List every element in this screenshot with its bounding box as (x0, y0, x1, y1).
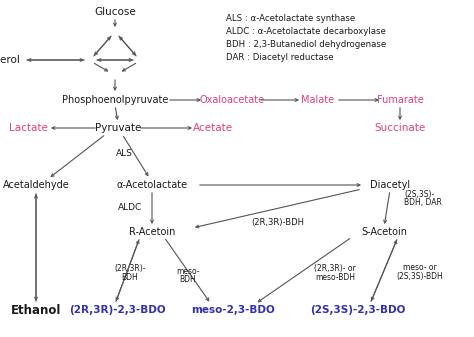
Text: (2R,3R)- or: (2R,3R)- or (314, 264, 356, 273)
Text: BDH, DAR: BDH, DAR (404, 198, 442, 208)
Text: (2R,3R)-2,3-BDO: (2R,3R)-2,3-BDO (69, 305, 165, 315)
Text: DAR : Diacetyl reductase: DAR : Diacetyl reductase (226, 53, 334, 62)
Text: BDH : 2,3-Butanediol dehydrogenase: BDH : 2,3-Butanediol dehydrogenase (226, 40, 386, 49)
Text: ALDC: ALDC (118, 204, 142, 213)
Text: Lactate: Lactate (9, 123, 47, 133)
Text: Diacetyl: Diacetyl (370, 180, 410, 190)
Text: meso-BDH: meso-BDH (315, 273, 355, 281)
Text: Malate: Malate (301, 95, 335, 105)
Text: R-Acetoin: R-Acetoin (129, 227, 175, 237)
Text: Acetate: Acetate (193, 123, 233, 133)
Text: Glucose: Glucose (94, 7, 136, 17)
Text: (2R,3R)-: (2R,3R)- (114, 265, 146, 274)
Text: ALDC : α-Acetolactate decarboxylase: ALDC : α-Acetolactate decarboxylase (226, 27, 386, 36)
Text: Glycerol: Glycerol (0, 55, 20, 65)
Text: Succinate: Succinate (374, 123, 426, 133)
Text: BDH: BDH (122, 274, 138, 282)
Text: meso-: meso- (176, 267, 200, 276)
Text: meso-2,3-BDO: meso-2,3-BDO (191, 305, 275, 315)
Text: α-Acetolactate: α-Acetolactate (117, 180, 188, 190)
Text: (2R,3R)-BDH: (2R,3R)-BDH (252, 217, 304, 226)
Text: Ethanol: Ethanol (11, 304, 61, 316)
Text: (2S,3S)-BDH: (2S,3S)-BDH (397, 273, 443, 281)
Text: BDH: BDH (180, 276, 196, 284)
Text: S-Acetoin: S-Acetoin (361, 227, 407, 237)
Text: Oxaloacetate: Oxaloacetate (200, 95, 264, 105)
Text: meso- or: meso- or (403, 264, 437, 273)
Text: (2S,3S)-: (2S,3S)- (404, 190, 434, 200)
Text: Fumarate: Fumarate (377, 95, 423, 105)
Text: (2S,3S)-2,3-BDO: (2S,3S)-2,3-BDO (310, 305, 406, 315)
Text: Pyruvate: Pyruvate (95, 123, 141, 133)
Text: ALS : α-Acetolactate synthase: ALS : α-Acetolactate synthase (226, 14, 355, 23)
Text: Phosphoenolpyruvate: Phosphoenolpyruvate (62, 95, 168, 105)
Text: Acetaldehyde: Acetaldehyde (3, 180, 69, 190)
Text: ALS: ALS (116, 150, 132, 158)
